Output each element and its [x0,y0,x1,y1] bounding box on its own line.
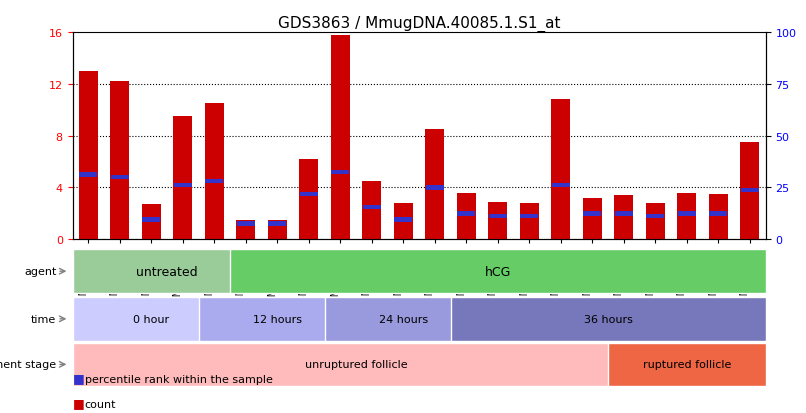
Bar [363,181,381,240]
Bar [646,214,664,218]
Bar [489,214,507,218]
Bar [110,176,129,180]
Bar [110,82,129,240]
Bar [457,211,476,216]
Text: 12 hours: 12 hours [253,314,301,324]
Bar [426,130,444,240]
Bar [584,211,601,216]
Bar [741,188,759,193]
Bar [521,214,538,218]
Text: ruptured follicle: ruptured follicle [642,359,731,370]
Bar [299,159,318,240]
Text: time: time [31,314,56,324]
Text: ■: ■ [73,371,85,384]
Bar [678,193,696,240]
Bar [583,198,602,240]
Bar [363,205,381,209]
Text: development stage: development stage [0,359,56,370]
Text: percentile rank within the sample: percentile rank within the sample [85,374,272,384]
Title: GDS3863 / MmugDNA.40085.1.S1_at: GDS3863 / MmugDNA.40085.1.S1_at [278,16,560,32]
Text: 36 hours: 36 hours [584,314,633,324]
Bar [331,170,349,175]
Bar [614,196,634,240]
Bar [174,183,192,188]
Bar [488,202,507,240]
Text: agent: agent [24,266,56,277]
Text: hCG: hCG [484,265,511,278]
Bar [457,193,476,240]
Bar [206,179,223,184]
Text: 24 hours: 24 hours [379,314,428,324]
Bar [615,211,633,216]
Bar [300,192,318,197]
Bar [646,204,665,240]
Bar [143,218,160,223]
Bar [394,204,413,240]
Bar [426,186,444,190]
Bar [268,220,287,240]
Bar [394,218,413,223]
Bar [79,173,98,177]
Text: count: count [85,399,116,409]
Bar [236,220,256,240]
Bar [205,104,224,240]
Bar [79,72,98,240]
Text: ■: ■ [73,396,85,409]
Text: 0 hour: 0 hour [133,314,169,324]
Bar [268,222,286,226]
Bar [520,204,539,240]
Bar [331,36,350,240]
Text: unruptured follicle: unruptured follicle [305,359,407,370]
Text: untreated: untreated [136,265,198,278]
Bar [551,100,571,240]
Bar [678,211,696,216]
Bar [142,205,160,240]
Bar [173,117,193,240]
Bar [237,222,255,226]
Bar [709,195,728,240]
Bar [741,143,759,240]
Bar [709,211,728,216]
Bar [552,183,570,188]
